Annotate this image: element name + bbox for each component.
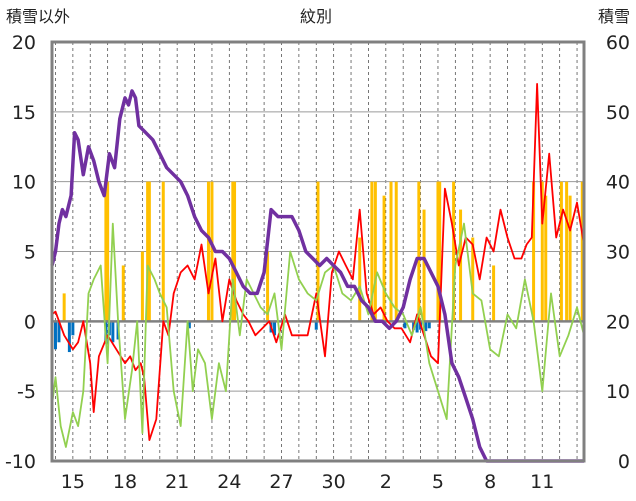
right-tick-label: 20 xyxy=(606,311,630,333)
bar xyxy=(471,237,475,322)
right-tick-label: 50 xyxy=(606,102,630,124)
plot-frame xyxy=(50,40,586,463)
right-tick-label: 0 xyxy=(618,451,630,473)
bar xyxy=(370,181,374,322)
bar xyxy=(373,181,377,322)
right-axis-ticks: 60 50 40 30 20 10 0 xyxy=(606,32,630,473)
series-line xyxy=(51,83,585,442)
chart-title: 紋別 xyxy=(300,7,332,26)
bar xyxy=(53,321,57,350)
bar xyxy=(146,181,150,322)
bar xyxy=(532,181,536,322)
plot-border xyxy=(50,40,586,463)
bar xyxy=(71,321,75,336)
x-tick-label: 24 xyxy=(217,471,241,493)
right-tick-label: 40 xyxy=(606,172,630,194)
right-tick-label: 30 xyxy=(606,242,630,264)
bar xyxy=(403,321,407,329)
left-tick-label: 0 xyxy=(24,311,36,333)
bar xyxy=(438,181,442,322)
bar xyxy=(544,195,548,322)
bar xyxy=(436,181,440,322)
x-tick-label: 21 xyxy=(165,471,189,493)
bar xyxy=(147,181,151,322)
left-tick-label: -10 xyxy=(5,451,36,473)
bar xyxy=(415,321,419,333)
bar xyxy=(422,209,426,322)
right-tick-label: 60 xyxy=(606,32,630,54)
bar xyxy=(57,321,61,343)
x-tick-label: 5 xyxy=(432,471,444,493)
bar xyxy=(580,181,584,322)
series-line xyxy=(51,222,585,448)
left-tick-label: 15 xyxy=(12,102,36,124)
bar xyxy=(389,181,393,322)
bar xyxy=(266,251,270,322)
left-axis-ticks: 20 15 10 5 0 -5 -10 xyxy=(5,32,36,473)
bar xyxy=(394,181,398,322)
bar xyxy=(314,321,318,330)
yellow-bar-series xyxy=(62,181,584,322)
bar xyxy=(161,181,165,322)
bar xyxy=(540,181,544,322)
left-axis-label: 積雪以外 xyxy=(6,7,70,26)
x-tick-label: 18 xyxy=(113,471,137,493)
bar xyxy=(316,181,320,322)
bar xyxy=(452,181,456,322)
right-tick-label: 10 xyxy=(606,381,630,403)
bar xyxy=(104,188,108,322)
bar xyxy=(62,293,66,322)
left-tick-label: 10 xyxy=(12,172,36,194)
bar xyxy=(273,321,277,336)
x-axis-ticks: 15 18 21 24 27 30 2 5 8 11 xyxy=(61,471,555,493)
x-tick-label: 11 xyxy=(530,471,554,493)
bar xyxy=(206,181,210,322)
x-tick-label: 30 xyxy=(322,471,346,493)
bar xyxy=(417,181,421,322)
bar xyxy=(358,237,362,322)
bar xyxy=(427,321,431,329)
left-tick-label: 5 xyxy=(24,242,36,264)
bar xyxy=(492,265,496,322)
bar xyxy=(568,195,572,322)
x-tick-label: 15 xyxy=(61,471,85,493)
bar xyxy=(67,321,71,353)
bar xyxy=(121,265,125,322)
bar xyxy=(565,181,569,322)
bar xyxy=(187,321,191,329)
bar xyxy=(140,251,144,322)
right-axis-label: 積雪 xyxy=(598,7,630,26)
bar xyxy=(459,209,463,322)
x-tick-label: 27 xyxy=(269,471,293,493)
bar xyxy=(559,181,563,322)
bar xyxy=(210,181,214,322)
bar xyxy=(111,321,115,343)
bar xyxy=(106,181,110,322)
bar xyxy=(382,195,386,322)
x-tick-label: 8 xyxy=(484,471,496,493)
bar xyxy=(424,321,428,332)
left-tick-label: -5 xyxy=(17,381,36,403)
x-tick-label: 2 xyxy=(380,471,392,493)
left-tick-label: 20 xyxy=(12,32,36,54)
bar xyxy=(233,181,237,322)
bar xyxy=(231,181,235,322)
